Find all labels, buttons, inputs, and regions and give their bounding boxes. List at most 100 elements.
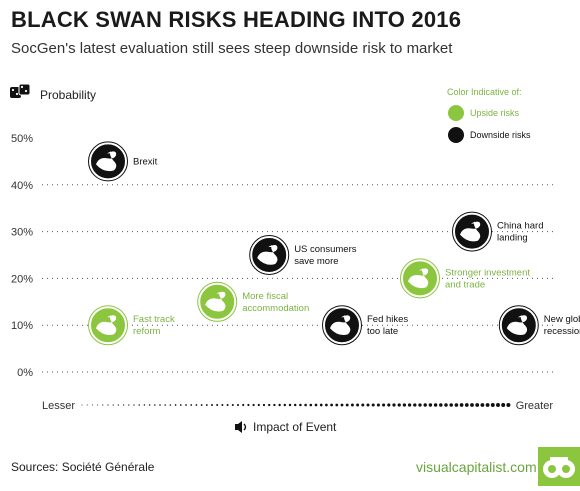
impact-scale-dot (475, 403, 480, 407)
binoculars-icon (543, 457, 575, 478)
risk-point-label: Fast track reform (133, 314, 175, 337)
impact-scale-dot (169, 404, 172, 406)
impact-scale-dot (257, 403, 260, 407)
impact-scale-dot (86, 404, 88, 406)
impact-scale-dot (299, 403, 302, 407)
impact-scale-dot (190, 404, 193, 406)
impact-scale-dot (356, 403, 360, 407)
impact-scale-dot (382, 403, 386, 407)
impact-scale-dot (268, 403, 271, 407)
impact-scale-dot (428, 403, 433, 407)
impact-scale-dot (242, 403, 245, 407)
y-tick-label: 20% (11, 273, 33, 285)
risk-point (88, 141, 128, 182)
sound-icon (235, 421, 247, 433)
impact-scale-dot (283, 403, 287, 407)
impact-scale-dot (335, 403, 339, 407)
impact-scale-dot (133, 404, 135, 406)
impact-scale-dot (485, 403, 490, 407)
impact-scale-dot (418, 403, 422, 407)
impact-scale-dot (107, 404, 109, 406)
impact-scale-dot (143, 404, 146, 406)
impact-scale-dot (164, 404, 166, 406)
impact-scale-dot (91, 404, 93, 406)
impact-scale-dot (195, 404, 198, 406)
impact-scale-dot (449, 403, 453, 407)
dice-icon (10, 83, 31, 98)
risk-point (322, 305, 362, 346)
impact-scale-dot (506, 403, 511, 407)
impact-scale-dot (366, 403, 370, 407)
impact-scale-dot (216, 404, 219, 406)
impact-scale-dot (138, 404, 140, 406)
legend-swatch-upside (448, 105, 464, 121)
impact-scale-dot (439, 403, 443, 407)
risk-point-label: Stronger investment and trade (445, 267, 530, 290)
impact-scale-dot (501, 403, 506, 407)
impact-scale-dot (470, 403, 474, 407)
impact-scale-dot (200, 404, 203, 406)
impact-scale-dot (309, 403, 313, 407)
impact-scale-dot (81, 404, 83, 406)
impact-scale-dot (179, 404, 182, 406)
impact-scale-dot (387, 403, 391, 407)
impact-scale-dot (459, 403, 464, 407)
y-tick-label: 30% (11, 227, 33, 239)
impact-scale-dot (262, 403, 266, 407)
impact-scale-dot (330, 403, 333, 407)
impact-scale-dot (433, 403, 438, 407)
chart-title: BLACK SWAN RISKS HEADING INTO 2016 (11, 7, 462, 32)
risk-point (400, 258, 440, 299)
impact-scale-dot (407, 403, 412, 407)
risk-point (249, 235, 290, 275)
brand-logo (538, 447, 580, 486)
impact-scale-dot (293, 403, 297, 407)
impact-scale-dot (444, 403, 448, 407)
impact-scale-dot (480, 403, 485, 407)
impact-scale-dot (231, 403, 234, 407)
risk-point-label: More fiscal accommodation (242, 291, 309, 314)
impact-scale-dot (236, 403, 240, 407)
impact-scale-dot (278, 403, 281, 407)
risk-point (452, 211, 492, 252)
impact-scale-dot (185, 404, 187, 406)
impact-scale-dot (496, 403, 500, 407)
impact-scale-dot (273, 403, 276, 407)
y-axis-label: Probability (40, 88, 96, 102)
impact-scale-dot (325, 403, 328, 407)
impact-scale-dot (423, 403, 427, 407)
impact-scale-dot (221, 404, 224, 406)
legend-label-upside: Upside risks (470, 108, 520, 118)
brand-link[interactable]: visualcapitalist.com (416, 459, 537, 475)
risk-point-label: China hard landing (497, 221, 543, 244)
legend-label-downside: Downside risks (470, 130, 531, 140)
impact-scale-dot (376, 403, 380, 407)
impact-scale-dot (205, 404, 208, 406)
impact-scale-dot (345, 403, 349, 407)
impact-scale-dot (226, 403, 229, 407)
source-note: Sources: Société Générale (11, 460, 155, 474)
impact-scale-dot (211, 404, 213, 406)
impact-scale-dot (122, 404, 125, 406)
impact-scale-dot (252, 403, 255, 407)
impact-scale-dot (159, 404, 161, 406)
legend-swatch-downside (448, 127, 464, 143)
x-axis-end-label: Greater (516, 400, 554, 412)
impact-scale-dot (350, 403, 354, 407)
impact-scale-dot (413, 403, 417, 407)
risk-point (88, 305, 128, 346)
impact-scale-dot (304, 403, 307, 407)
impact-scale-dot (340, 403, 344, 407)
y-tick-label: 10% (11, 320, 33, 332)
impact-scale-dot (314, 403, 318, 407)
impact-scale-dot (148, 404, 151, 406)
impact-scale-dot (402, 403, 407, 407)
impact-scale-dot (392, 403, 396, 407)
impact-scale-dot (454, 403, 459, 407)
y-tick-label: 40% (11, 180, 33, 192)
impact-scale-dot (154, 404, 156, 406)
impact-scale-dot (490, 403, 495, 407)
impact-scale-dot (112, 404, 114, 406)
legend-title: Color Indicative of: (447, 87, 522, 97)
